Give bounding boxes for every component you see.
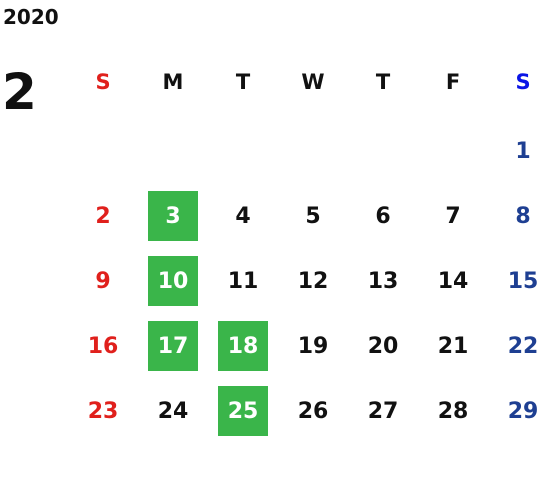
day: 29 xyxy=(507,398,539,424)
day: 13 xyxy=(367,268,399,294)
weekday-header: M xyxy=(162,70,184,94)
weekday-header: S xyxy=(515,70,531,94)
day: 27 xyxy=(367,398,399,424)
day: 20 xyxy=(367,333,399,359)
highlighted-day: 3 xyxy=(148,191,198,241)
highlighted-day: 25 xyxy=(218,386,268,436)
day: 16 xyxy=(87,333,119,359)
day: 8 xyxy=(515,203,531,229)
weekday-header: F xyxy=(445,70,461,94)
day: 4 xyxy=(235,203,251,229)
weekday-header: S xyxy=(95,70,111,94)
day: 12 xyxy=(297,268,329,294)
day: 1 xyxy=(515,138,531,164)
day: 7 xyxy=(445,203,461,229)
highlighted-day: 17 xyxy=(148,321,198,371)
month: 2 xyxy=(2,63,37,121)
day: 6 xyxy=(375,203,391,229)
day: 15 xyxy=(507,268,539,294)
weekday-header: T xyxy=(235,70,251,94)
day: 11 xyxy=(227,268,259,294)
year: 2020 xyxy=(3,5,59,29)
day: 2 xyxy=(95,203,111,229)
day: 26 xyxy=(297,398,329,424)
day: 28 xyxy=(437,398,469,424)
day: 14 xyxy=(437,268,469,294)
weekday-header: T xyxy=(375,70,391,94)
day: 24 xyxy=(157,398,189,424)
day: 22 xyxy=(507,333,539,359)
day: 23 xyxy=(87,398,119,424)
day: 19 xyxy=(297,333,329,359)
weekday-header: W xyxy=(301,70,325,94)
day: 9 xyxy=(95,268,111,294)
highlighted-day: 18 xyxy=(218,321,268,371)
day: 5 xyxy=(305,203,321,229)
day: 21 xyxy=(437,333,469,359)
highlighted-day: 10 xyxy=(148,256,198,306)
